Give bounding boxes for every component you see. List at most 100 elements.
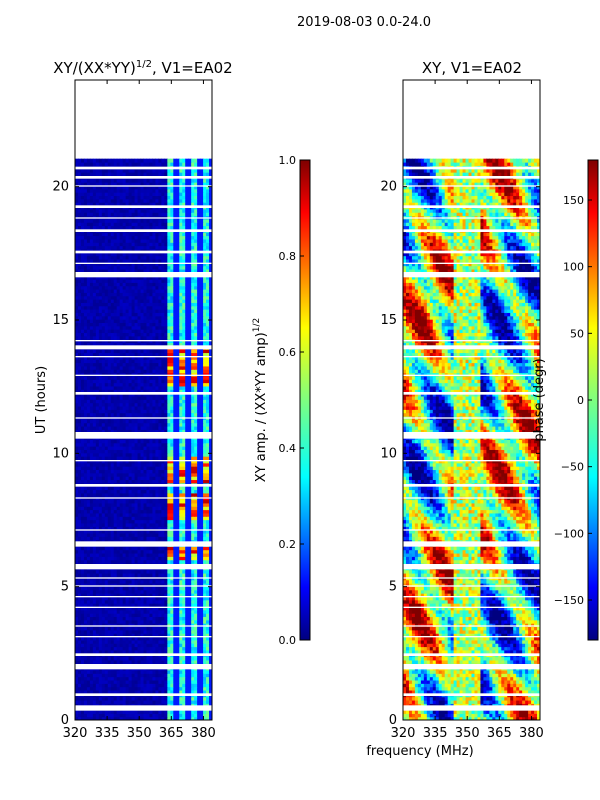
heatmap-cell — [200, 696, 204, 701]
heatmap-cell — [104, 696, 109, 701]
heatmap-cell — [119, 549, 124, 554]
heatmap-cell — [137, 646, 142, 651]
heatmap-cell — [116, 379, 121, 384]
heatmap-cell — [188, 422, 192, 427]
heatmap-cell — [158, 606, 162, 611]
heatmap-cell — [194, 446, 198, 450]
heatmap-cell — [206, 359, 210, 364]
heatmap-cell — [194, 389, 198, 394]
heatmap-cell — [200, 686, 204, 691]
heatmap-cell — [185, 699, 189, 704]
heatmap-cell — [122, 569, 127, 574]
heatmap-cell — [98, 536, 103, 541]
heatmap-cell — [188, 472, 192, 477]
heatmap-cell — [134, 462, 139, 467]
heatmap-cell — [158, 385, 162, 390]
heatmap-cell — [197, 359, 201, 364]
heatmap-cell — [191, 559, 195, 564]
heatmap-cell — [75, 669, 79, 674]
heatmap-cell — [209, 599, 212, 604]
heatmap-cell — [75, 492, 79, 497]
heatmap-cell — [128, 619, 133, 624]
heatmap-cell — [179, 449, 183, 454]
heatmap-cell — [173, 536, 177, 541]
heatmap-cell — [170, 519, 174, 524]
heatmap-cell — [200, 466, 204, 470]
heatmap-cell — [107, 519, 112, 524]
heatmap-cell — [110, 649, 115, 654]
heatmap-cell — [194, 369, 198, 374]
heatmap-cell — [116, 422, 121, 427]
heatmap-cell — [176, 395, 180, 400]
heatmap-cell — [155, 419, 159, 424]
heatmap-cell — [110, 669, 115, 674]
heatmap-cell — [185, 703, 189, 708]
heatmap-cell — [86, 409, 91, 414]
heatmap-cell — [191, 375, 195, 380]
heatmap-cell — [161, 462, 165, 467]
heatmap-cell — [86, 355, 91, 360]
heatmap-cell — [122, 606, 127, 611]
heatmap-cell — [86, 556, 91, 561]
heatmap-cell — [152, 529, 157, 534]
heatmap-cell — [89, 586, 94, 591]
heatmap-cell — [107, 689, 112, 694]
heatmap-cell — [92, 369, 97, 374]
heatmap-cell — [140, 713, 145, 718]
heatmap-cell — [92, 552, 97, 557]
heatmap-cell — [125, 489, 130, 494]
heatmap-cell — [146, 519, 151, 524]
heatmap-cell — [188, 459, 192, 464]
heatmap-cell — [179, 452, 183, 457]
heatmap-cell — [140, 522, 145, 527]
heatmap-cell — [131, 375, 136, 380]
heatmap-cell — [95, 442, 100, 447]
heatmap-cell — [149, 529, 154, 534]
heatmap-cell — [134, 633, 139, 638]
heatmap-cell — [188, 362, 192, 367]
heatmap-cell — [188, 673, 192, 678]
heatmap-cell — [182, 556, 186, 561]
heatmap-cell — [188, 583, 192, 587]
heatmap-cell — [170, 536, 174, 541]
heatmap-cell — [167, 552, 171, 557]
heatmap-cell — [146, 676, 151, 681]
heatmap-cell — [113, 703, 118, 708]
heatmap-cell — [113, 639, 118, 644]
heatmap-cell — [149, 596, 154, 601]
heatmap-cell — [134, 459, 139, 464]
heatmap-cell — [110, 479, 115, 484]
heatmap-cell — [146, 375, 151, 380]
heatmap-cell — [95, 526, 100, 531]
heatmap-cell — [152, 489, 157, 494]
heatmap-cell — [206, 626, 210, 631]
heatmap-cell — [92, 412, 97, 417]
heatmap-cell — [161, 479, 165, 484]
heatmap-cell — [209, 713, 212, 718]
heatmap-cell — [75, 382, 79, 387]
heatmap-cell — [128, 589, 133, 594]
heatmap-cell — [89, 365, 94, 370]
heatmap-cell — [173, 365, 177, 370]
heatmap-cell — [179, 429, 183, 434]
heatmap-cell — [101, 449, 106, 454]
heatmap-cell — [122, 506, 127, 511]
heatmap-cell — [104, 355, 109, 360]
heatmap-cell — [164, 405, 168, 410]
heatmap-cell — [146, 502, 151, 507]
heatmap-cell — [110, 362, 115, 367]
heatmap-cell — [128, 422, 133, 427]
heatmap-cell — [176, 643, 180, 648]
heatmap-cell — [143, 409, 148, 414]
heatmap-cell — [209, 389, 212, 394]
heatmap-cell — [188, 516, 192, 521]
heatmap-cell — [185, 669, 189, 674]
heatmap-cell — [83, 486, 88, 491]
heatmap-cell — [92, 429, 97, 434]
heatmap-cell — [83, 506, 88, 511]
heatmap-cell — [101, 532, 106, 537]
heatmap-cell — [110, 659, 115, 664]
heatmap-cell — [98, 522, 103, 527]
heatmap-cell — [101, 529, 106, 534]
heatmap-cell — [80, 583, 85, 587]
